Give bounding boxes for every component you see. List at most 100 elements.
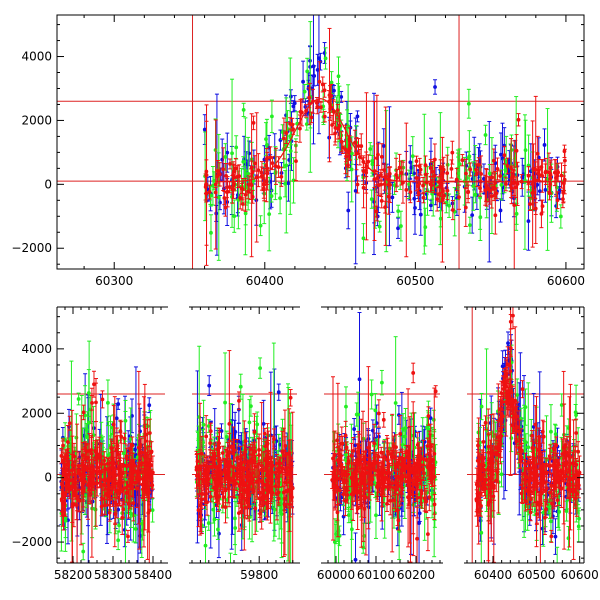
top-red-point <box>322 88 327 93</box>
bottom-segment-2 <box>192 342 297 563</box>
top-ytick-label: 4000 <box>21 50 52 64</box>
top-red-point <box>383 205 388 210</box>
top-red-point <box>454 177 459 182</box>
bottom-red-point <box>124 454 129 459</box>
top-ytick-label: −2000 <box>11 241 52 255</box>
top-red-point <box>227 185 232 189</box>
top-ytick-label: 0 <box>44 177 52 191</box>
bottom-red-point <box>140 450 144 455</box>
top-red-point <box>493 213 498 218</box>
top-red-point <box>547 191 552 196</box>
top-green-point <box>457 162 462 167</box>
bottom-green-point <box>150 508 155 513</box>
top-green-point <box>410 154 415 159</box>
bottom-red-point <box>72 472 77 477</box>
top-green-point <box>523 148 528 152</box>
top-plot-frame <box>56 14 585 270</box>
bottom-red-point <box>137 474 142 479</box>
top-red-point <box>513 185 518 190</box>
top-red-point <box>359 144 364 148</box>
top-blue-point <box>312 73 317 78</box>
top-red-point <box>282 136 286 141</box>
bottom-green-point <box>140 528 145 533</box>
bottom-green-point <box>128 436 133 441</box>
top-red-point <box>231 173 236 177</box>
top-green-point <box>478 215 483 220</box>
top-blue-point <box>526 219 531 224</box>
top-red-point <box>468 167 473 172</box>
bottom-red-point <box>88 474 93 479</box>
top-red-point <box>379 199 384 203</box>
top-red-point <box>416 191 421 195</box>
bottom-red-point <box>112 475 117 480</box>
top-blue-point <box>429 203 433 208</box>
bottom-red-point <box>66 484 71 489</box>
top-red-point <box>215 174 220 179</box>
top-green-point <box>361 236 366 241</box>
top-red-point <box>240 187 245 192</box>
bottom-red-point <box>97 453 102 458</box>
bottom-red-point <box>124 464 129 469</box>
top-blue-point <box>470 213 475 218</box>
bottom-red-point <box>149 449 154 454</box>
top-blue-point <box>543 187 548 192</box>
top-red-point <box>276 165 281 169</box>
bottom-red-point <box>119 474 124 479</box>
top-green-point <box>445 162 450 167</box>
top-red-point <box>330 123 334 127</box>
top-red-point <box>279 174 284 179</box>
top-red-point <box>511 174 516 179</box>
bottom-green-point <box>117 523 121 528</box>
top-red-point <box>249 183 254 188</box>
top-red-point <box>207 190 212 194</box>
top-red-point <box>309 115 314 120</box>
top-red-point <box>530 182 535 186</box>
bottom-red-point <box>90 400 94 405</box>
top-red-point <box>377 183 381 188</box>
top-green-point <box>466 101 471 106</box>
top-red-point <box>317 79 322 84</box>
bottom-red-point <box>60 507 65 512</box>
top-red-point <box>221 167 226 172</box>
top-red-point <box>504 182 508 186</box>
top-blue-point <box>500 156 505 161</box>
bottom-red-point <box>124 490 129 495</box>
top-xtick-label: 60300 <box>95 274 133 288</box>
top-red-point <box>539 212 544 216</box>
top-blue-point <box>390 195 395 200</box>
top-red-point <box>417 164 422 169</box>
top-red-point <box>536 171 541 176</box>
top-green-point <box>473 192 478 197</box>
bottom-blue-point <box>114 416 119 421</box>
top-red-point <box>464 171 468 176</box>
top-red-point <box>339 139 344 144</box>
bottom-green-point <box>74 435 79 440</box>
bottom-blue-point <box>147 403 152 408</box>
top-red-point <box>445 171 450 175</box>
top-green-point <box>267 212 272 217</box>
bottom-red-point <box>126 534 130 539</box>
top-blue-point <box>520 175 525 180</box>
bottom-red-point <box>113 500 118 505</box>
top-red-point <box>512 203 517 208</box>
top-green-point <box>284 163 289 168</box>
top-red-point <box>294 159 298 164</box>
top-model-curve <box>219 98 566 183</box>
top-red-point <box>346 149 351 154</box>
top-red-point <box>439 180 443 185</box>
top-red-point <box>335 108 340 113</box>
bottom-red-point <box>77 463 81 468</box>
bottom-red-point <box>107 510 112 515</box>
top-plot-area <box>57 15 584 269</box>
top-green-point <box>447 203 452 208</box>
bottom-green-point <box>76 397 81 401</box>
top-blue-point <box>412 196 417 201</box>
top-blue-point <box>292 101 297 106</box>
top-green-point <box>230 151 234 156</box>
bottom-red-point <box>116 483 121 488</box>
top-red-point <box>256 168 261 173</box>
top-red-point <box>435 197 440 202</box>
bottom-green-point <box>87 420 92 425</box>
top-green-point <box>232 214 237 219</box>
top-blue-point <box>498 208 503 213</box>
